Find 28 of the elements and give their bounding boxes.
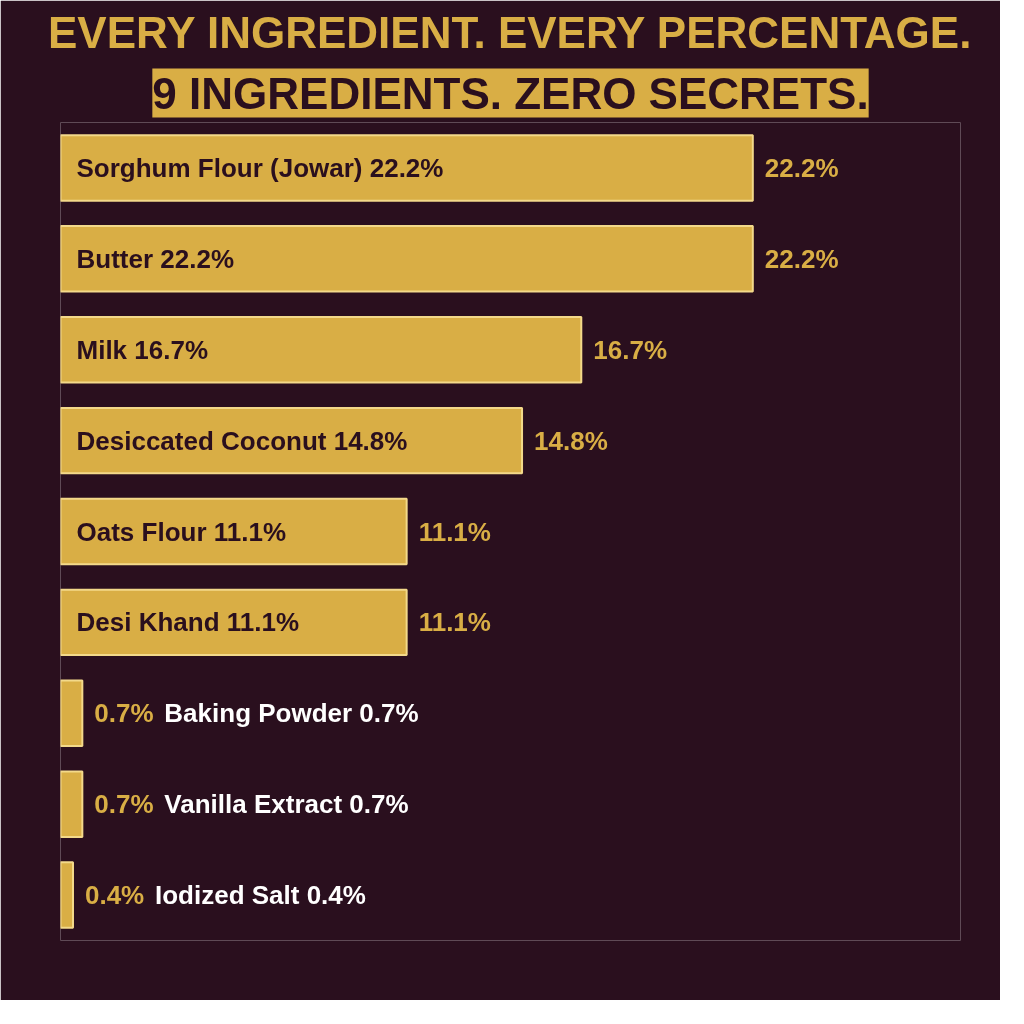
data-label: 22.2% <box>764 243 839 274</box>
y-tick-label: Butter 22.2% <box>76 243 234 274</box>
bar <box>60 770 84 838</box>
y-tick-label: Oats Flour 11.1% <box>76 516 287 547</box>
y-tick-label: Desi Khand 11.1% <box>76 607 300 638</box>
data-label: 22.2% <box>764 152 839 183</box>
y-tick-label: Iodized Salt 0.4% <box>154 880 366 911</box>
y-tick-label: Vanilla Extract 0.7% <box>164 789 409 820</box>
data-label: 14.8% <box>534 425 608 456</box>
bar <box>60 316 583 384</box>
bar <box>60 134 754 202</box>
data-label: 11.1% <box>418 607 491 638</box>
bar <box>60 225 754 293</box>
y-tick-label: Sorghum Flour (Jowar) 22.2% <box>76 152 444 183</box>
data-label: 0.4% <box>84 880 145 911</box>
data-label: 11.1% <box>418 516 491 547</box>
y-tick-label: Desiccated Coconut 14.8% <box>76 425 408 456</box>
data-label: 0.7% <box>94 698 154 729</box>
chart-title: EVERY INGREDIENT. EVERY PERCENTAGE. <box>48 7 972 57</box>
bar <box>60 861 74 929</box>
bar <box>60 497 408 566</box>
data-label: 0.7% <box>94 789 154 820</box>
data-label: 16.7% <box>593 334 668 365</box>
y-tick-label: Milk 16.7% <box>76 334 209 365</box>
bar <box>60 588 408 657</box>
bar <box>60 679 84 747</box>
y-tick-label: Baking Powder 0.7% <box>164 698 419 729</box>
chart-subtitle: 9 INGREDIENTS. ZERO SECRETS. <box>152 68 869 118</box>
